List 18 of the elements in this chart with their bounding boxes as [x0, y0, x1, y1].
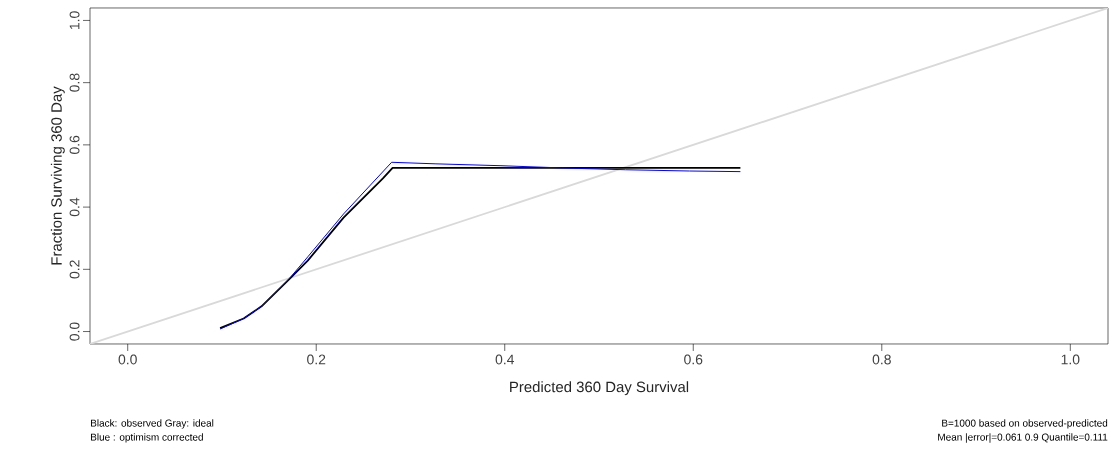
y-tick-label: 0.2: [69, 260, 80, 279]
x-tick-label: 0.8: [872, 354, 891, 365]
x-tick-label: 1.0: [1061, 354, 1080, 365]
x-axis-title: Predicted 360 Day Survival: [510, 381, 689, 396]
x-tick-label: 0.0: [118, 354, 137, 365]
y-tick-label: 0.8: [69, 73, 80, 92]
y-tick-label: 1.0: [69, 11, 80, 30]
y-tick-label: 0.4: [69, 197, 80, 217]
text: B=1000 based on observed-predicted: [942, 419, 1108, 429]
y-axis-title: Fraction Surviving 360 Day: [50, 86, 65, 265]
x-tick-label: 0.4: [495, 354, 515, 365]
y-tick-label: 0.0: [69, 322, 80, 341]
y-tick-label: 0.6: [69, 135, 80, 155]
text: Blue : optimism corrected: [91, 433, 203, 443]
x-tick-label: 0.2: [307, 354, 326, 365]
text: Mean |error|=0.061 0.9 Quantile=0.111: [938, 433, 1108, 443]
x-tick-label: 0.6: [684, 354, 703, 365]
text: Black: observed Gray: ideal: [91, 419, 214, 429]
